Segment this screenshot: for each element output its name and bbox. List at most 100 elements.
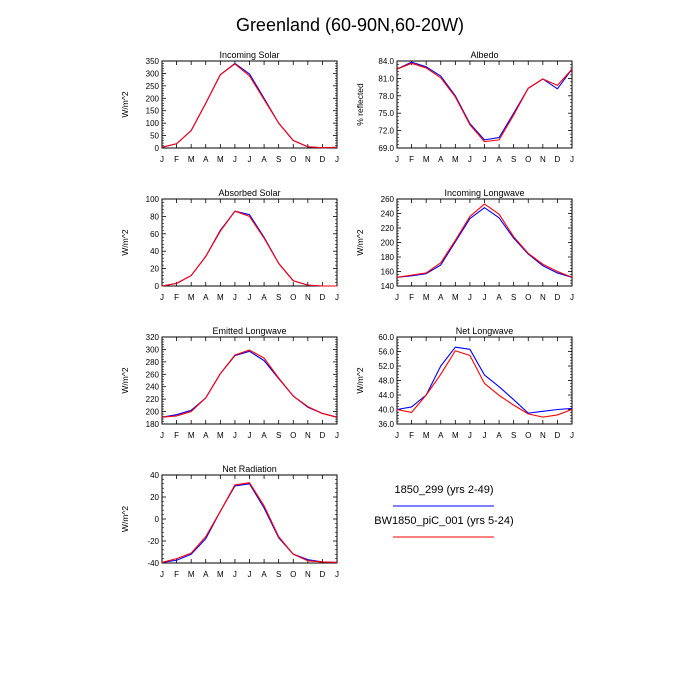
x-tick-label: A bbox=[438, 293, 444, 302]
series-line-1 bbox=[396, 207, 573, 278]
y-tick-label: 36.0 bbox=[378, 420, 394, 429]
y-tick-label: 20 bbox=[150, 493, 159, 502]
series-line-1 bbox=[161, 350, 338, 418]
y-tick-label: 300 bbox=[146, 345, 160, 354]
y-tick-label: 40 bbox=[150, 247, 159, 256]
y-axis-label: W/m^2 bbox=[120, 506, 130, 532]
x-tick-label: M bbox=[217, 431, 224, 440]
x-tick-label: O bbox=[290, 570, 296, 579]
x-tick-label: D bbox=[555, 293, 561, 302]
x-tick-label: D bbox=[555, 155, 561, 164]
x-tick-label: A bbox=[261, 570, 267, 579]
x-tick-label: D bbox=[320, 293, 326, 302]
y-axis-label: W/m^2 bbox=[120, 367, 130, 393]
x-tick-label: M bbox=[188, 155, 195, 164]
y-tick-label: 52.0 bbox=[378, 362, 394, 371]
legend-label-series2: BW1850_piC_001 (yrs 5-24) bbox=[374, 515, 513, 527]
main-title: Greenland (60-90N,60-20W) bbox=[236, 15, 464, 35]
x-tick-label: A bbox=[496, 155, 502, 164]
y-tick-label: 69.0 bbox=[378, 144, 394, 153]
x-tick-label: S bbox=[276, 570, 281, 579]
y-tick-label: 40.0 bbox=[378, 406, 394, 415]
panel-title: Incoming Longwave bbox=[444, 188, 524, 198]
y-tick-label: 150 bbox=[146, 107, 160, 116]
x-tick-label: F bbox=[174, 155, 179, 164]
y-axis-label: W/m^2 bbox=[355, 229, 365, 255]
panel-4: Emitted Longwave W/m^2 180 200 220 240 260 280 3… bbox=[120, 326, 339, 440]
y-tick-label: 140 bbox=[381, 282, 395, 291]
x-tick-label: M bbox=[452, 155, 459, 164]
y-tick-label: 80 bbox=[150, 212, 159, 221]
x-tick-label: N bbox=[305, 293, 311, 302]
y-tick-label: 220 bbox=[146, 395, 160, 404]
y-tick-label: 0 bbox=[155, 515, 160, 524]
x-tick-label: M bbox=[217, 570, 224, 579]
x-tick-label: J bbox=[233, 155, 237, 164]
y-tick-label: -40 bbox=[147, 559, 159, 568]
x-tick-label: J bbox=[335, 155, 339, 164]
x-tick-label: M bbox=[217, 155, 224, 164]
y-axis-label: W/m^2 bbox=[355, 367, 365, 393]
series-line-2 bbox=[161, 482, 338, 563]
x-tick-label: J bbox=[335, 570, 339, 579]
series-line-1 bbox=[161, 483, 338, 563]
x-tick-label: J bbox=[233, 431, 237, 440]
x-tick-label: J bbox=[468, 155, 472, 164]
panel-title: Absorbed Solar bbox=[218, 188, 280, 198]
panel-title: Incoming Solar bbox=[219, 50, 279, 60]
x-tick-label: F bbox=[174, 570, 179, 579]
x-tick-label: M bbox=[188, 570, 195, 579]
panels: Incoming SolarW/m^2050100150200250300350… bbox=[120, 50, 574, 579]
x-tick-label: J bbox=[483, 293, 487, 302]
x-tick-label: F bbox=[409, 293, 414, 302]
x-tick-label: D bbox=[555, 431, 561, 440]
y-axis-label: % reflected bbox=[355, 83, 365, 126]
x-tick-label: S bbox=[276, 155, 281, 164]
y-tick-label: 300 bbox=[146, 69, 160, 78]
legend: 1850_299 (yrs 2-49) BW1850_piC_001 (yrs … bbox=[374, 484, 514, 538]
panel-title: Net Radiation bbox=[222, 464, 277, 474]
y-tick-label: 260 bbox=[381, 195, 395, 204]
x-tick-label: O bbox=[290, 155, 296, 164]
x-tick-label: J bbox=[160, 155, 164, 164]
x-tick-label: M bbox=[188, 293, 195, 302]
y-tick-label: 0 bbox=[155, 282, 160, 291]
x-tick-label: N bbox=[540, 293, 546, 302]
y-tick-label: 56.0 bbox=[378, 348, 394, 357]
x-tick-label: D bbox=[320, 570, 326, 579]
x-tick-label: J bbox=[248, 431, 252, 440]
x-tick-label: N bbox=[540, 155, 546, 164]
y-tick-label: 72.0 bbox=[378, 127, 394, 136]
x-tick-label: D bbox=[320, 155, 326, 164]
panel-title: Albedo bbox=[470, 50, 498, 60]
y-tick-label: -20 bbox=[147, 537, 159, 546]
x-tick-label: A bbox=[203, 155, 209, 164]
y-tick-label: 240 bbox=[146, 383, 160, 392]
series-line-2 bbox=[161, 210, 337, 287]
y-tick-label: 84.0 bbox=[378, 57, 394, 66]
x-tick-label: A bbox=[203, 431, 209, 440]
panel-0: Incoming Solar W/m^2 0 50 100 150 200 250 300 350… bbox=[120, 50, 339, 164]
x-tick-label: M bbox=[423, 155, 430, 164]
x-tick-label: N bbox=[305, 155, 311, 164]
y-tick-label: 200 bbox=[146, 408, 160, 417]
x-tick-label: A bbox=[261, 293, 267, 302]
y-tick-label: 44.0 bbox=[378, 391, 394, 400]
x-tick-label: N bbox=[305, 570, 311, 579]
x-tick-label: O bbox=[290, 293, 296, 302]
y-tick-label: 75.0 bbox=[378, 109, 394, 118]
x-tick-label: J bbox=[395, 431, 399, 440]
x-tick-label: M bbox=[452, 431, 459, 440]
legend-label-series1: 1850_299 (yrs 2-49) bbox=[394, 484, 493, 496]
series-line-2 bbox=[161, 63, 338, 149]
y-tick-label: 20 bbox=[150, 265, 159, 274]
y-tick-label: 50 bbox=[150, 132, 159, 141]
x-tick-label: M bbox=[423, 293, 430, 302]
x-tick-label: A bbox=[261, 155, 267, 164]
series-line-2 bbox=[396, 203, 573, 278]
x-tick-label: M bbox=[217, 293, 224, 302]
y-tick-label: 40 bbox=[150, 471, 159, 480]
x-tick-label: M bbox=[188, 431, 195, 440]
